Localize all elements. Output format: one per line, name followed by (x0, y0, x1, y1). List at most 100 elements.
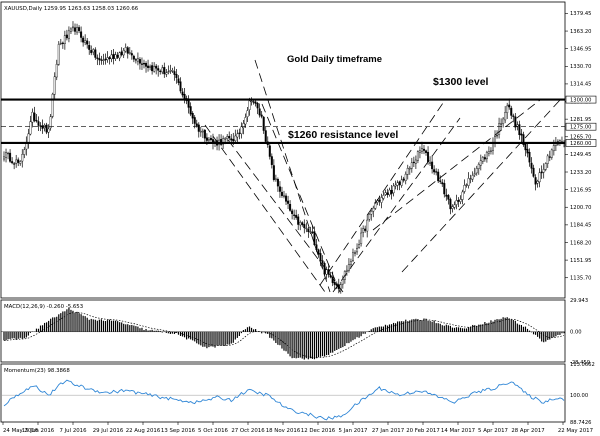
candle-body (532, 167, 535, 177)
candle-body (138, 59, 141, 64)
candle-body (106, 57, 109, 60)
y-tick-label: 1281.95 (570, 117, 591, 123)
candle-body (542, 169, 545, 173)
candle-body (287, 200, 290, 204)
main-panel-frame (0, 1, 566, 299)
candle-body (550, 149, 553, 158)
candle-body (449, 199, 452, 210)
candle-body (398, 181, 401, 186)
trend-channel-line (261, 103, 341, 293)
x-tick-label: 13 Sep 2016 (161, 428, 196, 434)
candle-body (494, 135, 497, 143)
y-tick-label: 1265.70 (570, 135, 591, 141)
x-tick-label: 5 Apr 2017 (478, 428, 508, 434)
candle-body (177, 78, 180, 83)
candle-body (96, 57, 99, 59)
candle-body (167, 71, 170, 73)
candle-body (130, 53, 133, 56)
candle-body (57, 44, 60, 65)
candle-body (522, 134, 525, 145)
candle-body (354, 252, 357, 254)
candle-body (118, 52, 121, 59)
candle-body (510, 107, 513, 116)
candle-body (165, 72, 168, 75)
candle-body (305, 227, 308, 230)
x-tick-label: 18 Nov 2016 (266, 428, 301, 434)
candle-body (392, 185, 395, 194)
candle-body (512, 115, 515, 117)
candle-body (207, 139, 210, 141)
candle-body (169, 70, 172, 72)
trend-channel-line (319, 99, 446, 286)
candle-body (552, 145, 555, 152)
annotation-gold-daily-timeframe: Gold Daily timeframe (287, 54, 382, 65)
candle-body (240, 126, 243, 135)
x-tick-label: 22 Aug 2016 (126, 428, 161, 434)
candle-body (230, 138, 233, 141)
x-tick-label: 15 Jun 2016 (22, 428, 55, 434)
candle-body (445, 194, 448, 197)
candle-body (51, 93, 54, 117)
candle-body (317, 249, 320, 255)
candle-body (396, 182, 399, 186)
candle-body (504, 112, 507, 121)
candle-body (439, 180, 442, 182)
price-tag-box (565, 95, 597, 104)
candle-body (309, 231, 312, 233)
candle-body (526, 148, 529, 154)
candle-body (23, 149, 26, 155)
candle-body (55, 63, 58, 78)
candle-body (181, 91, 184, 96)
candle-body (283, 195, 286, 197)
y-tick-label: 1346.95 (570, 46, 591, 52)
candle-body (358, 244, 361, 248)
candle-body (410, 162, 413, 169)
candle-body (246, 110, 249, 118)
candle-body (124, 47, 127, 52)
candle-body (447, 195, 450, 200)
candle-body (364, 228, 367, 231)
candle-body (390, 190, 393, 195)
candle-body (80, 31, 83, 38)
candle-body (189, 106, 192, 115)
candle-body (489, 150, 492, 152)
x-tick-label: 5 Jan 2017 (339, 428, 368, 434)
candle-body (69, 28, 72, 32)
candle-body (171, 70, 174, 72)
candle-body (59, 42, 62, 45)
candle-body (120, 51, 123, 56)
candle-body (384, 192, 387, 195)
candle-body (451, 206, 454, 209)
candle-body (61, 42, 64, 44)
candle-body (514, 116, 517, 128)
y-tick-label: 1151.95 (570, 258, 591, 264)
candle-body (161, 67, 164, 73)
candle-body (53, 76, 56, 95)
candle-body (404, 173, 407, 182)
y-tick-label: 1363.20 (570, 29, 591, 35)
candle-body (234, 135, 237, 142)
candle-body (63, 35, 66, 44)
candle-body (9, 152, 12, 162)
candle-body (92, 49, 95, 53)
candle-body (374, 202, 377, 209)
x-tick-label: 5 Oct 2016 (198, 428, 228, 434)
candle-body (232, 138, 235, 142)
x-tick-label: 14 Mar 2017 (441, 428, 475, 434)
momentum-y-tick-label: 113.0662 (570, 362, 595, 368)
candle-body (222, 138, 225, 145)
trend-channel-line (401, 99, 561, 273)
y-tick-label: 1249.45 (570, 152, 591, 158)
candle-body (516, 124, 519, 127)
candle-body (506, 105, 509, 113)
candle-body (469, 178, 472, 180)
candle-body (31, 111, 34, 123)
macd-y-tick-label: 29.943 (570, 298, 588, 304)
candle-body (372, 207, 375, 212)
candle-body (248, 100, 251, 110)
candle-body (276, 179, 279, 187)
candle-body (197, 124, 200, 132)
candle-body (104, 58, 107, 61)
candle-body (366, 219, 369, 232)
